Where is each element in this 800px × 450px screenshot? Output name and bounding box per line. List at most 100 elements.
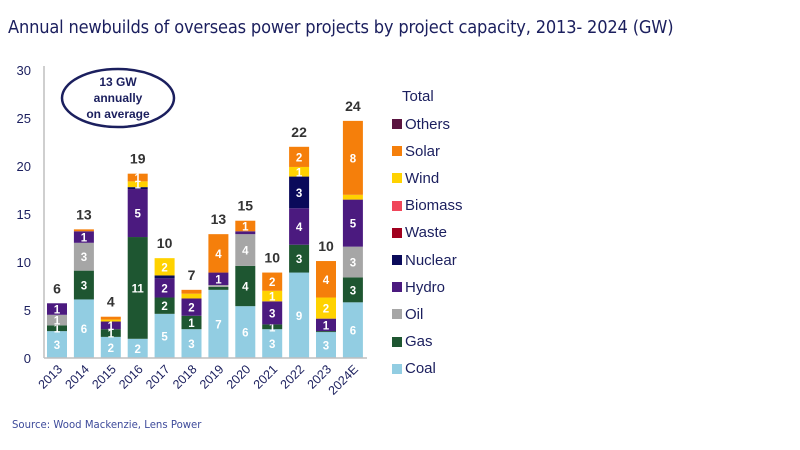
bar-segment-wind <box>289 166 310 177</box>
total-label: 10 <box>318 238 334 254</box>
total-label: 19 <box>130 151 146 167</box>
segment-label: 5 <box>134 209 141 221</box>
segment-label: 1 <box>134 173 141 185</box>
total-label: 24 <box>345 98 361 114</box>
bar-segment-hydro <box>316 318 336 332</box>
bar-segment-solar <box>208 234 229 273</box>
y-tick-label: 0 <box>24 351 31 366</box>
segment-label: 1 <box>269 322 276 334</box>
bar-segment-coal <box>181 329 202 358</box>
bar-stack-2017: 5 2 2 2 10 <box>154 235 175 358</box>
bar-stack-2019: 7 1 4 13 <box>208 211 229 358</box>
bar-segment-coal <box>100 336 121 358</box>
bar-segment-solar <box>289 146 310 167</box>
bar-segment-gas <box>316 331 336 333</box>
total-label: 15 <box>238 198 254 214</box>
bar-segment-gas <box>181 315 202 330</box>
segment-label: 2 <box>323 304 329 316</box>
bar-segment-hydro <box>73 231 94 243</box>
segment-label: 4 <box>242 282 249 294</box>
segment-label: 4 <box>242 246 249 258</box>
bar-segment-nuclear <box>154 275 175 279</box>
x-tick-label: 2013 <box>36 362 66 392</box>
segment-label: 1 <box>269 292 276 304</box>
bar-segment-hydro <box>289 208 310 245</box>
x-axis: 2013201420152016201720182019202020212022… <box>36 357 367 398</box>
bar-segment-coal <box>73 299 94 358</box>
x-tick-label: 2021 <box>251 362 281 392</box>
total-label: 13 <box>211 211 227 227</box>
bar-segment-gas <box>47 325 67 332</box>
segment-label: 2 <box>161 262 167 274</box>
bar-segment-gas <box>342 277 363 303</box>
bar-segment-wind <box>100 319 121 322</box>
bar-segment-oil <box>208 285 229 287</box>
y-tick-label: 25 <box>17 111 31 126</box>
segment-label: 1 <box>242 222 249 234</box>
segment-label: 1 <box>215 274 222 286</box>
segment-label: 6 <box>242 328 248 340</box>
segment-label: 1 <box>296 167 303 179</box>
segment-label: 3 <box>269 339 275 351</box>
segment-label: 5 <box>350 219 357 231</box>
x-tick-label: 2024E <box>326 362 361 397</box>
total-label: 4 <box>107 294 115 310</box>
bar-segment-hydro <box>235 231 256 235</box>
segment-label: 7 <box>215 319 221 331</box>
segment-label: 3 <box>350 258 356 270</box>
bar-segment-wind <box>262 290 283 302</box>
segment-label: 2 <box>161 301 167 313</box>
segment-label: 1 <box>188 318 195 330</box>
bar-segment-gas <box>235 265 256 307</box>
bar-segment-hydro <box>47 303 67 315</box>
segment-label: 3 <box>296 188 302 200</box>
y-tick-label: 5 <box>24 303 31 318</box>
annotation-line-1: 13 GW <box>99 75 137 89</box>
bar-segment-oil <box>235 234 256 266</box>
x-tick-label: 2020 <box>224 362 254 392</box>
y-tick-label: 30 <box>17 63 31 78</box>
segment-label: 3 <box>323 341 329 353</box>
legend-swatch <box>392 119 402 129</box>
y-tick-label: 10 <box>17 255 31 270</box>
legend-item-solar: Solar <box>392 141 440 161</box>
bar-segment-hydro <box>100 321 121 330</box>
bar-segment-hydro <box>181 298 202 316</box>
bar-segment-oil <box>47 314 67 326</box>
x-tick-label: 2018 <box>170 362 200 392</box>
segment-label: 2 <box>188 303 194 315</box>
legend-swatch <box>392 227 402 238</box>
y-axis: 0 5 10 15 20 25 30 <box>17 63 45 366</box>
legend-swatch <box>392 363 402 374</box>
segment-label: 3 <box>188 339 194 351</box>
chart-title: Annual newbuilds of overseas power proje… <box>8 18 674 38</box>
segment-label: 1 <box>108 329 115 341</box>
segment-label: 3 <box>81 281 87 293</box>
legend-item-biomass: Biomass <box>392 196 463 216</box>
segment-label: 6 <box>81 324 87 336</box>
bar-segment-coal <box>262 329 283 358</box>
total-label: 6 <box>53 280 61 296</box>
total-label: 10 <box>264 250 280 266</box>
bar-segment-coal <box>127 338 148 358</box>
legend-label: Oil <box>405 305 424 323</box>
bar-segment-wind <box>342 194 363 200</box>
bar-segment-solar <box>73 229 94 232</box>
x-tick-label: 2016 <box>116 362 146 392</box>
source-note: Source: Wood Mackenzie, Lens Power <box>12 418 202 431</box>
bar-segment-coal <box>289 272 310 358</box>
segment-label: 1 <box>54 305 61 317</box>
legend-item-gas: Gas <box>392 332 433 352</box>
segment-label: 9 <box>296 311 302 323</box>
segment-label: 1 <box>81 233 88 245</box>
segment-label: 1 <box>54 316 61 328</box>
legend-swatch <box>392 309 402 320</box>
segment-label: 4 <box>296 222 303 234</box>
x-tick-label: 2014 <box>62 362 92 392</box>
bar-segment-hydro <box>262 301 283 325</box>
bar-segment-coal <box>208 289 229 358</box>
legend-swatch <box>392 282 402 293</box>
legend-item-others: Others <box>392 114 450 134</box>
